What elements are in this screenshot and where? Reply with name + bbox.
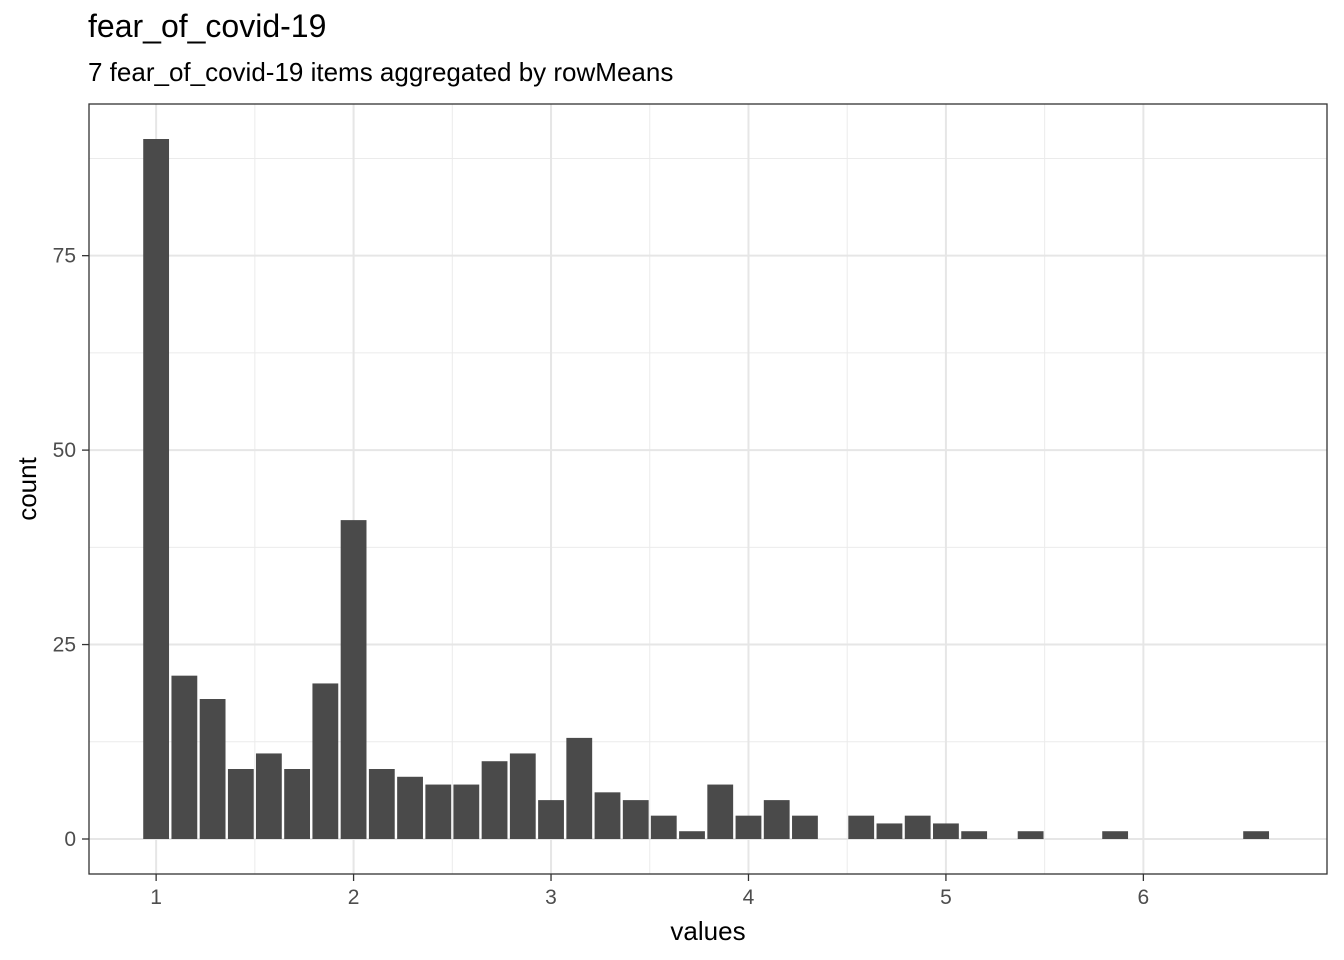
histogram-bar <box>904 815 931 839</box>
histogram-bar <box>227 769 254 839</box>
histogram-bar <box>397 776 423 839</box>
histogram-bar <box>368 769 395 839</box>
x-tick-label: 3 <box>545 886 557 909</box>
histogram-bar <box>735 815 762 839</box>
histogram-bar <box>509 753 536 839</box>
y-tick-label: 25 <box>53 634 76 657</box>
histogram-bar <box>961 831 988 839</box>
histogram-bar <box>763 800 790 839</box>
histogram-bar <box>566 737 593 839</box>
histogram-bar <box>792 815 818 839</box>
x-axis: 1 2 3 4 5 6 <box>150 874 1149 909</box>
histogram-bar <box>340 520 367 839</box>
x-tick-label: 5 <box>940 886 952 909</box>
histogram-bar <box>1102 831 1129 839</box>
chart-title: fear_of_covid-19 <box>88 8 327 44</box>
y-axis: 0 25 50 75 <box>53 245 89 851</box>
histogram-bar <box>679 831 705 839</box>
x-tick-label: 4 <box>743 886 755 909</box>
chart-subtitle: 7 fear_of_covid-19 items aggregated by r… <box>88 57 674 87</box>
histogram-bar <box>425 784 452 839</box>
y-axis-title: count <box>12 456 42 520</box>
histogram-bar <box>481 761 508 839</box>
histogram-bar <box>284 769 311 839</box>
histogram-bar <box>876 823 903 839</box>
histogram-bar <box>1017 831 1044 839</box>
histogram-bar <box>650 815 677 839</box>
y-tick-label: 50 <box>53 439 76 462</box>
histogram-bar <box>1243 831 1270 839</box>
histogram-bar <box>707 784 734 839</box>
histogram-bar <box>594 792 621 839</box>
histogram-bar <box>171 675 198 839</box>
histogram-bar <box>199 699 226 839</box>
bars <box>143 139 1270 839</box>
histogram-bar <box>143 139 170 839</box>
x-tick-label: 2 <box>348 886 360 909</box>
y-tick-label: 0 <box>64 828 76 851</box>
histogram-bar <box>312 683 339 839</box>
histogram-bar <box>848 815 875 839</box>
x-tick-label: 6 <box>1138 886 1150 909</box>
histogram-bar <box>933 823 959 839</box>
histogram-bar <box>622 800 649 839</box>
plot-background <box>89 104 1327 874</box>
histogram-bar <box>255 753 282 839</box>
plot-border <box>88 103 1328 875</box>
x-axis-title: values <box>670 916 745 946</box>
y-tick-label: 75 <box>53 245 76 268</box>
histogram-bar <box>538 800 564 839</box>
histogram-bar <box>453 784 480 839</box>
x-tick-label: 1 <box>150 886 162 909</box>
